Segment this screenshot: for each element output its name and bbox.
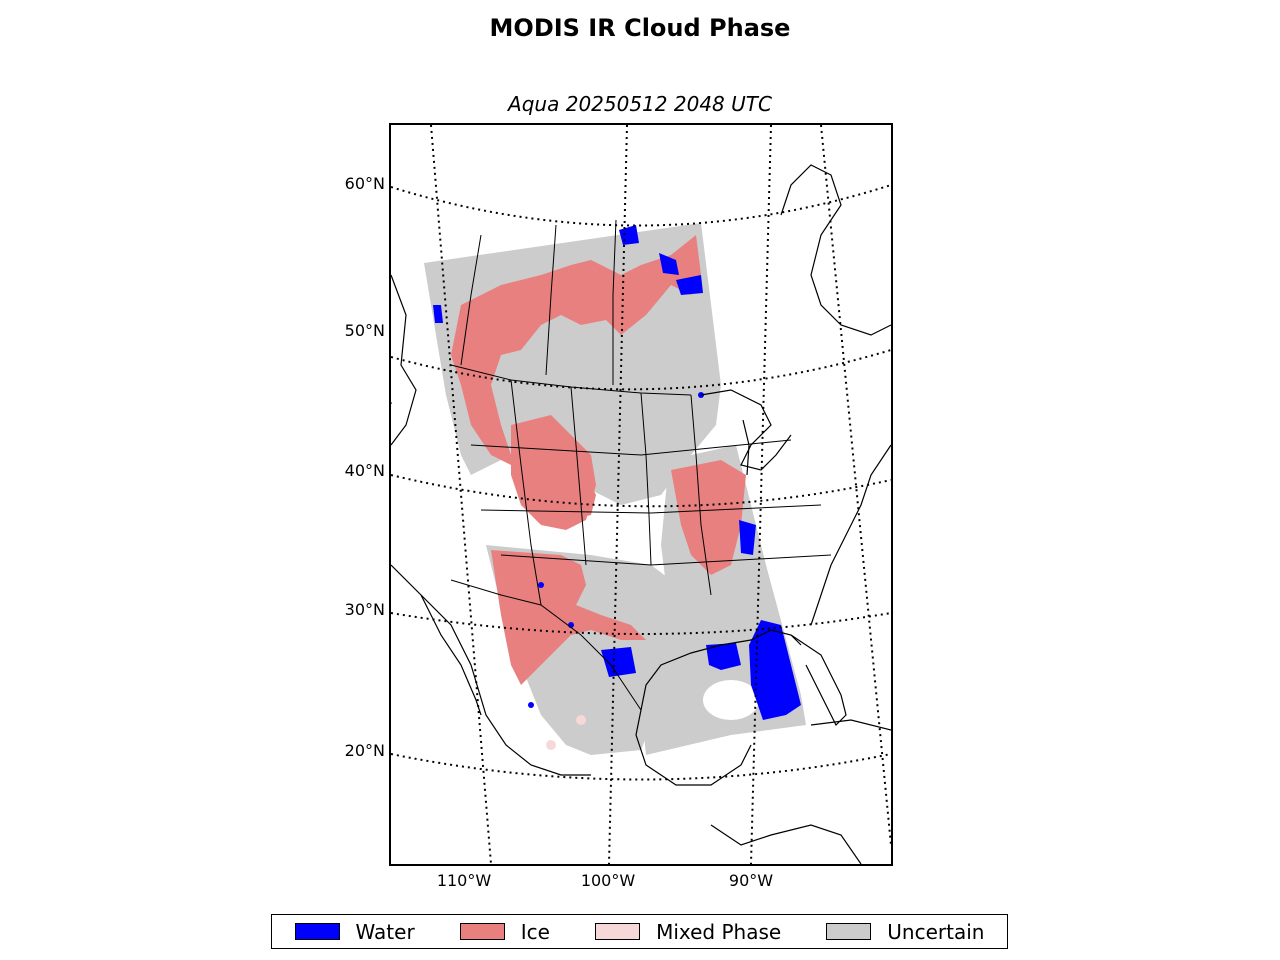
legend-swatch-water bbox=[294, 923, 340, 940]
swath-south-ice bbox=[491, 550, 646, 685]
cloud-phase-swath bbox=[424, 223, 806, 755]
state-line-5 bbox=[470, 439, 792, 456]
lat-label-60n: 60°N bbox=[344, 174, 385, 193]
legend-swatch-uncertain bbox=[826, 923, 872, 940]
water-gulf-east bbox=[749, 620, 801, 720]
legend-swatch-mixed-phase bbox=[595, 923, 641, 940]
east-coast bbox=[810, 444, 891, 626]
pacific-coast-south bbox=[391, 564, 591, 776]
gulf-coast bbox=[640, 629, 802, 711]
legend: Water Ice Mixed Phase Uncertain bbox=[271, 914, 1008, 949]
legend-item-uncertain: Uncertain bbox=[826, 920, 984, 944]
legend-label-ice: Ice bbox=[520, 919, 550, 944]
parallel-50n bbox=[391, 349, 891, 391]
parallel-20n bbox=[391, 753, 891, 781]
meridian-90w bbox=[750, 125, 772, 864]
figure-title: MODIS IR Cloud Phase bbox=[489, 14, 791, 42]
lon-label-100w: 100°W bbox=[580, 871, 636, 890]
map-canvas bbox=[391, 125, 891, 864]
canada-province-3 bbox=[612, 219, 617, 385]
state-line-7 bbox=[500, 554, 832, 566]
florida bbox=[790, 634, 847, 727]
water-gulf-mid bbox=[706, 643, 741, 670]
mexico-gulf-coast bbox=[635, 709, 752, 786]
canada-province-2 bbox=[545, 224, 557, 376]
lake-michigan bbox=[742, 419, 750, 476]
central-america bbox=[710, 824, 862, 864]
lon-label-90w: 90°W bbox=[728, 871, 774, 890]
baja-peninsula bbox=[420, 594, 482, 716]
legend-label-water: Water bbox=[355, 919, 415, 944]
political-borders bbox=[450, 219, 832, 711]
meridian-80w bbox=[820, 125, 891, 846]
lat-label-30n: 30°N bbox=[344, 600, 385, 619]
parallel-60n bbox=[391, 184, 891, 227]
legend-item-water: Water bbox=[294, 919, 415, 944]
us-mexico-border bbox=[450, 579, 642, 711]
legend-swatch-ice bbox=[459, 923, 505, 940]
state-line-3 bbox=[640, 392, 652, 566]
legend-label-uncertain: Uncertain bbox=[887, 919, 985, 944]
legend-item-ice: Ice bbox=[459, 919, 550, 944]
legend-label-mixed-phase: Mixed Phase bbox=[656, 919, 782, 944]
parallel-40n bbox=[391, 474, 891, 508]
gulf-clear-patch bbox=[703, 680, 759, 720]
figure-subtitle: Aqua 20250512 2048 UTC bbox=[508, 92, 772, 116]
mixed-speck-1 bbox=[576, 715, 586, 725]
lat-label-50n: 50°N bbox=[344, 321, 385, 340]
water-texas bbox=[601, 647, 636, 677]
meridian-110w bbox=[430, 125, 492, 864]
coastlines bbox=[391, 164, 891, 864]
great-lakes bbox=[700, 389, 792, 471]
mixed-speck-2 bbox=[546, 740, 556, 750]
lat-label-40n: 40°N bbox=[344, 461, 385, 480]
water-north-3 bbox=[676, 275, 703, 295]
hudson-bay bbox=[780, 164, 891, 336]
canada-province-1 bbox=[460, 234, 482, 366]
state-line-6 bbox=[480, 504, 822, 514]
parallel-30n bbox=[391, 612, 891, 635]
swath-central-ice bbox=[511, 415, 596, 530]
water-north-2 bbox=[659, 253, 679, 275]
legend-item-mixed-phase: Mixed Phase bbox=[595, 920, 781, 944]
state-line-2 bbox=[570, 386, 587, 566]
state-line-1 bbox=[510, 379, 542, 606]
cuba bbox=[810, 719, 891, 731]
map-panel bbox=[389, 123, 893, 866]
swath-east-ice bbox=[671, 460, 746, 575]
west-coast bbox=[391, 274, 417, 446]
water-speck-1 bbox=[538, 582, 544, 588]
water-west bbox=[433, 305, 443, 323]
water-speck-3 bbox=[528, 702, 534, 708]
graticule bbox=[391, 125, 891, 864]
lat-label-20n: 20°N bbox=[344, 741, 385, 760]
water-mississippi bbox=[739, 520, 756, 555]
lon-label-110w: 110°W bbox=[436, 871, 492, 890]
swath-north-ice bbox=[451, 235, 701, 520]
state-line-4 bbox=[690, 394, 712, 596]
